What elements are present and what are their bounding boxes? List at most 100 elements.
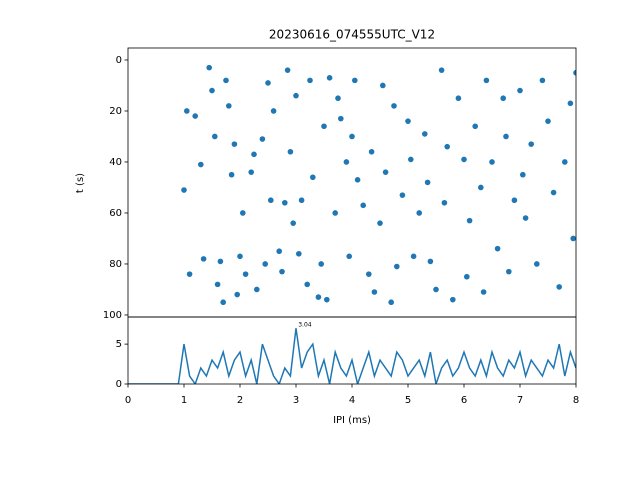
point xyxy=(268,197,274,204)
x-tick-label: 1 xyxy=(181,395,187,406)
point xyxy=(192,113,198,119)
point xyxy=(310,174,316,181)
point xyxy=(520,171,526,178)
point xyxy=(248,169,254,175)
point xyxy=(562,159,568,165)
point xyxy=(296,250,302,257)
y-tick-label: 5 xyxy=(116,339,122,350)
point xyxy=(382,169,389,175)
point xyxy=(209,87,215,94)
y-tick-label: 100 xyxy=(103,310,122,321)
point xyxy=(214,281,221,288)
point xyxy=(567,100,574,107)
point xyxy=(346,253,353,260)
point xyxy=(332,210,339,216)
point xyxy=(424,179,431,186)
point xyxy=(511,197,518,204)
point xyxy=(556,284,562,290)
point xyxy=(242,271,249,277)
point xyxy=(324,296,330,303)
point xyxy=(405,118,411,124)
x-tick-label: 7 xyxy=(517,395,523,406)
x-tick-label: 5 xyxy=(405,395,411,406)
y-tick-label: 80 xyxy=(109,259,122,270)
point xyxy=(455,95,462,102)
point xyxy=(338,115,344,122)
point xyxy=(422,131,428,137)
point xyxy=(573,69,576,76)
point xyxy=(388,299,395,306)
point xyxy=(240,210,246,216)
point xyxy=(349,133,355,140)
point xyxy=(184,108,190,114)
point xyxy=(570,235,576,242)
x-tick-label: 6 xyxy=(461,395,467,406)
point xyxy=(545,118,551,124)
point xyxy=(282,199,288,206)
point xyxy=(253,286,260,293)
point xyxy=(408,156,414,163)
point xyxy=(494,245,501,252)
point xyxy=(181,187,187,193)
point xyxy=(416,210,423,216)
x-axis-label: IPI (ms) xyxy=(333,415,371,426)
point xyxy=(335,95,341,102)
point xyxy=(461,156,467,163)
point xyxy=(223,77,229,84)
y-tick-label: 0 xyxy=(116,55,122,66)
point xyxy=(307,77,313,84)
point xyxy=(226,103,232,109)
chart-title: 20230616_074555UTC_V12 xyxy=(269,28,435,42)
x-tick-label: 3 xyxy=(293,395,299,406)
point xyxy=(517,87,523,94)
point xyxy=(377,220,383,226)
point xyxy=(304,281,311,288)
point xyxy=(237,253,243,260)
point xyxy=(438,67,445,73)
x-tick-label: 4 xyxy=(349,395,355,406)
point xyxy=(522,215,529,221)
point xyxy=(464,273,470,280)
point xyxy=(394,263,400,270)
point xyxy=(480,289,487,295)
point xyxy=(321,123,327,130)
x-tick-label: 8 xyxy=(573,395,579,406)
point xyxy=(206,64,212,71)
point xyxy=(298,197,305,204)
point xyxy=(200,256,207,262)
point xyxy=(343,159,350,165)
point xyxy=(366,271,372,277)
point xyxy=(528,141,534,147)
point xyxy=(483,77,490,84)
point xyxy=(466,217,473,224)
point xyxy=(503,133,509,140)
point xyxy=(198,161,204,168)
point xyxy=(228,171,235,178)
point xyxy=(550,189,557,196)
point xyxy=(360,202,367,209)
point xyxy=(287,148,294,155)
x-tick-label: 2 xyxy=(237,395,243,406)
point xyxy=(279,268,285,275)
point xyxy=(262,261,269,267)
point xyxy=(391,103,397,109)
point xyxy=(265,80,271,86)
point xyxy=(276,248,283,255)
point xyxy=(354,177,361,183)
point xyxy=(472,123,479,130)
point xyxy=(500,95,507,102)
point xyxy=(318,261,325,267)
point xyxy=(368,148,375,155)
point xyxy=(441,199,448,206)
point xyxy=(217,258,224,265)
point xyxy=(234,291,240,298)
point xyxy=(444,143,451,150)
point xyxy=(433,286,439,293)
point xyxy=(231,141,238,147)
y-tick-label: 40 xyxy=(109,157,122,168)
point xyxy=(352,77,358,84)
point xyxy=(290,220,297,226)
point xyxy=(410,253,417,260)
point xyxy=(380,82,386,89)
